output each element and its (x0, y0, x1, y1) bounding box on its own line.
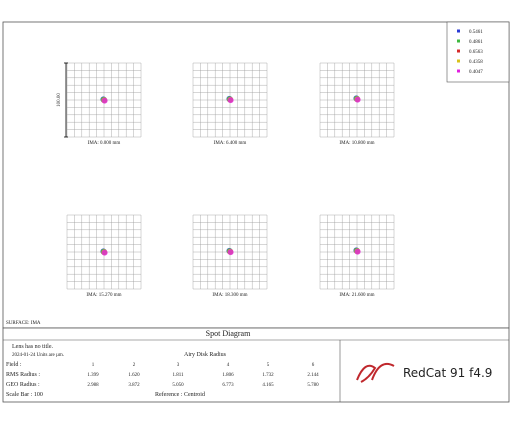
scale-label: 100.00 (57, 93, 62, 107)
table-cell: 2.988 (87, 383, 99, 388)
legend-label: 0.5461 (469, 30, 483, 35)
scale-bar-text: Scale Bar : 100 (6, 392, 43, 398)
table-cell: 5.050 (172, 383, 184, 388)
date-units: 2024-01-24 Units are µm. (12, 353, 64, 358)
lens-title: Lens has no title. (12, 344, 53, 350)
field-label: IMA: 10.800 mm (339, 141, 374, 146)
spot (354, 248, 361, 255)
field-label: IMA: 6.400 mm (214, 141, 247, 146)
table-cell: 4.165 (262, 383, 274, 388)
spot (227, 249, 234, 256)
table-cell: 1 (92, 363, 95, 368)
table-cell: 2.144 (307, 373, 319, 378)
title: Spot Diagram (206, 329, 251, 338)
table-cell: 3 (177, 363, 180, 368)
rms-label: RMS Radius : (6, 372, 40, 378)
geo-label: GEO Radius : (6, 382, 40, 388)
legend-swatch (457, 29, 460, 33)
surface-label: SURFACE: IMA (6, 321, 41, 326)
spot (101, 97, 108, 104)
legend-label: 0.6563 (469, 50, 483, 55)
spot-grids: IMA: 0.000 mm IMA: 6.400 mm IMA: 10.800 mm… (66, 62, 395, 298)
table-cell: 5 (267, 363, 270, 368)
field-label: IMA: 15.270 mm (86, 293, 121, 298)
field-label: Field : (6, 362, 22, 368)
legend-label: 0.4047 (469, 70, 483, 75)
table-cell: 5.780 (307, 383, 319, 388)
legend: 0.5461 0.4861 0.6563 0.4358 0.4047 (457, 29, 483, 75)
field-label: IMA: 0.000 mm (88, 141, 121, 146)
plot-frame (2, 21, 510, 329)
airy-label: Airy Disk Radius (184, 352, 227, 358)
table-cell: 2 (133, 363, 136, 368)
legend-swatch (457, 69, 460, 73)
logo (356, 362, 395, 383)
spot (101, 249, 108, 256)
table-cell: 6.773 (222, 383, 234, 388)
legend-label: 0.4358 (469, 60, 483, 65)
legend-swatch (457, 59, 460, 63)
table-cell: 1.811 (172, 373, 184, 378)
legend-swatch (457, 39, 460, 43)
stats-table: 1 2 3 4 5 6 1.399 1.620 1.811 1.806 1.732 2.144 2.98… (87, 363, 319, 388)
table-cell: 1.806 (222, 373, 234, 378)
table-cell: 6 (312, 363, 315, 368)
field-label: IMA: 21.600 mm (339, 293, 374, 298)
legend-swatch (457, 49, 460, 53)
table-cell: 3.872 (128, 383, 140, 388)
table-cell: 1.732 (262, 373, 274, 378)
spot (227, 97, 234, 104)
product-name: RedCat 91 f4.9 (403, 366, 492, 380)
spot (354, 96, 361, 103)
legend-label: 0.4861 (469, 40, 483, 45)
reference: Reference : Centroid (155, 391, 205, 398)
table-cell: 1.620 (128, 373, 140, 378)
info-panel (2, 327, 510, 403)
table-cell: 4 (227, 363, 230, 368)
table-cell: 1.399 (87, 373, 99, 378)
field-label: IMA: 18.300 mm (212, 293, 247, 298)
